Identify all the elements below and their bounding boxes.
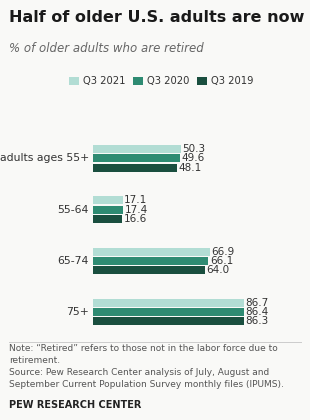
Bar [93, 215, 122, 223]
Bar [93, 308, 244, 316]
Legend: Q3 2021, Q3 2020, Q3 2019: Q3 2021, Q3 2020, Q3 2019 [65, 72, 257, 90]
Text: PEW RESEARCH CENTER: PEW RESEARCH CENTER [9, 399, 142, 409]
Text: 48.1: 48.1 [178, 163, 202, 173]
Text: 86.4: 86.4 [245, 307, 268, 317]
Bar [93, 154, 179, 163]
Text: 17.1: 17.1 [124, 195, 148, 205]
Text: 66.1: 66.1 [210, 256, 233, 266]
Bar [93, 145, 181, 153]
Text: Note: “Retired” refers to those not in the labor force due to
retirement.
Source: Note: “Retired” refers to those not in t… [9, 344, 284, 389]
Text: 66.9: 66.9 [211, 247, 234, 257]
Bar [93, 205, 123, 214]
Bar [93, 299, 244, 307]
Text: Half of older U.S. adults are now retired: Half of older U.S. adults are now retire… [9, 10, 310, 26]
Text: % of older adults who are retired: % of older adults who are retired [9, 42, 204, 55]
Text: 50.3: 50.3 [182, 144, 205, 154]
Bar [93, 257, 208, 265]
Text: 17.4: 17.4 [125, 205, 148, 215]
Text: 16.6: 16.6 [123, 214, 147, 224]
Bar [93, 317, 244, 326]
Bar [93, 163, 177, 172]
Text: 64.0: 64.0 [206, 265, 229, 275]
Bar [93, 196, 123, 205]
Bar [93, 266, 205, 274]
Text: 86.7: 86.7 [246, 298, 269, 308]
Bar [93, 247, 210, 256]
Text: 49.6: 49.6 [181, 153, 204, 163]
Text: 86.3: 86.3 [245, 316, 268, 326]
